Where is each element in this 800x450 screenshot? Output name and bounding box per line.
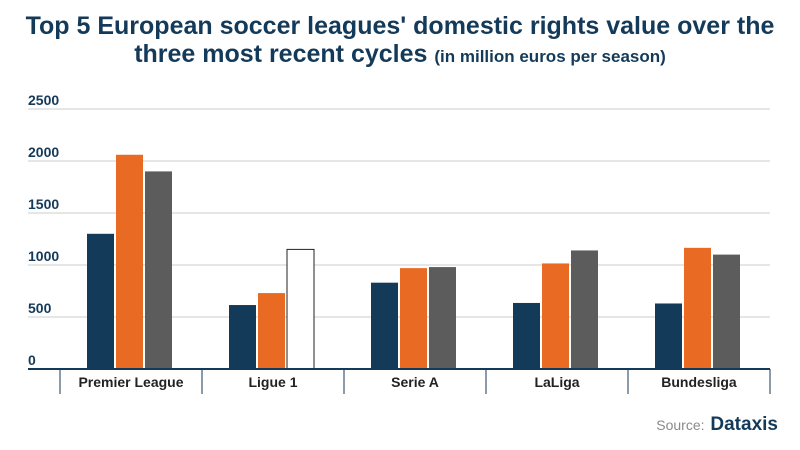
source-label: Source: (656, 417, 705, 433)
bar (258, 293, 285, 369)
y-tick-label: 1500 (28, 196, 59, 212)
y-tick-label: 0 (28, 352, 36, 368)
source-note: Source: Dataxis (656, 414, 778, 436)
chart-title-main: Top 5 European soccer leagues' domestic … (25, 12, 775, 68)
x-tick-label: Bundesliga (661, 374, 737, 390)
y-tick-label: 2000 (28, 144, 59, 160)
chart-title-unit: (in million euros per season) (434, 47, 666, 66)
bar (116, 154, 143, 369)
bar (571, 250, 598, 369)
bar (684, 247, 711, 369)
bar (87, 233, 114, 369)
bar (542, 263, 569, 369)
bar (145, 171, 172, 369)
chart-title: Top 5 European soccer leagues' domestic … (0, 12, 800, 71)
bar (371, 282, 398, 369)
y-tick-label: 500 (28, 300, 52, 316)
bar (655, 303, 682, 369)
bar (229, 305, 256, 369)
bar (713, 254, 740, 369)
dataxis-logo: Dataxis (710, 414, 778, 435)
bar (286, 248, 315, 370)
x-tick-label: Ligue 1 (248, 374, 297, 390)
x-tick-label: Premier League (78, 374, 183, 390)
bar (400, 268, 427, 369)
bar (513, 302, 540, 369)
y-tick-label: 2500 (28, 92, 59, 108)
x-tick-label: LaLiga (534, 374, 579, 390)
bar (429, 267, 456, 369)
y-tick-label: 1000 (28, 248, 59, 264)
x-tick-label: Serie A (391, 374, 439, 390)
